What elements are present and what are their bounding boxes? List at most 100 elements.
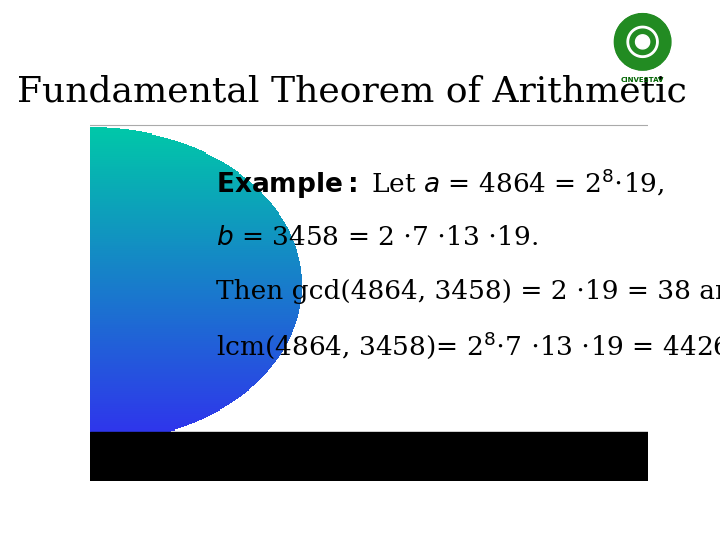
Polygon shape xyxy=(90,180,248,181)
Polygon shape xyxy=(90,416,208,417)
Polygon shape xyxy=(90,403,230,404)
Polygon shape xyxy=(90,256,299,258)
Polygon shape xyxy=(90,239,293,240)
Polygon shape xyxy=(90,336,291,337)
Polygon shape xyxy=(90,141,178,142)
Polygon shape xyxy=(90,230,289,231)
Polygon shape xyxy=(90,184,253,185)
Polygon shape xyxy=(90,223,285,224)
Polygon shape xyxy=(90,260,300,261)
Polygon shape xyxy=(90,406,225,407)
Polygon shape xyxy=(90,368,270,369)
Polygon shape xyxy=(90,373,266,374)
Polygon shape xyxy=(90,142,181,143)
Polygon shape xyxy=(90,287,302,288)
Polygon shape xyxy=(90,238,292,239)
Polygon shape xyxy=(90,140,175,141)
Polygon shape xyxy=(90,332,292,333)
Polygon shape xyxy=(90,358,278,359)
Polygon shape xyxy=(90,320,297,321)
Polygon shape xyxy=(90,393,245,394)
Polygon shape xyxy=(90,172,239,173)
Polygon shape xyxy=(616,24,625,33)
Polygon shape xyxy=(90,325,295,326)
Polygon shape xyxy=(625,16,634,24)
Polygon shape xyxy=(90,302,301,303)
Polygon shape xyxy=(90,186,256,187)
Polygon shape xyxy=(90,208,276,210)
Polygon shape xyxy=(90,392,246,393)
Polygon shape xyxy=(90,315,298,316)
Polygon shape xyxy=(90,293,302,294)
Polygon shape xyxy=(90,161,222,162)
Polygon shape xyxy=(90,364,273,365)
Polygon shape xyxy=(90,154,210,156)
Polygon shape xyxy=(90,226,287,227)
Polygon shape xyxy=(90,262,300,263)
Text: CINVESTAV: CINVESTAV xyxy=(621,77,665,83)
Polygon shape xyxy=(90,435,156,436)
Polygon shape xyxy=(90,357,279,358)
Polygon shape xyxy=(90,384,255,385)
Polygon shape xyxy=(90,237,292,238)
Polygon shape xyxy=(90,288,302,289)
Polygon shape xyxy=(90,166,230,167)
Polygon shape xyxy=(90,319,297,320)
Polygon shape xyxy=(90,300,301,301)
Polygon shape xyxy=(90,414,212,415)
Polygon shape xyxy=(90,353,282,354)
Polygon shape xyxy=(90,379,260,380)
Polygon shape xyxy=(90,167,232,168)
Polygon shape xyxy=(90,159,218,160)
Polygon shape xyxy=(90,301,301,302)
Polygon shape xyxy=(90,366,271,367)
Polygon shape xyxy=(90,156,212,157)
Polygon shape xyxy=(90,221,284,222)
Polygon shape xyxy=(90,440,129,441)
Polygon shape xyxy=(90,420,199,421)
Polygon shape xyxy=(90,367,271,368)
Polygon shape xyxy=(90,338,289,339)
Polygon shape xyxy=(90,214,280,215)
Polygon shape xyxy=(90,177,245,178)
Polygon shape xyxy=(90,171,238,172)
Polygon shape xyxy=(90,151,204,152)
Polygon shape xyxy=(90,132,147,133)
Polygon shape xyxy=(90,179,248,180)
Polygon shape xyxy=(90,426,184,427)
Polygon shape xyxy=(90,130,135,131)
Polygon shape xyxy=(90,265,300,266)
Polygon shape xyxy=(90,337,290,338)
Polygon shape xyxy=(90,218,282,219)
Polygon shape xyxy=(90,362,275,363)
Polygon shape xyxy=(90,329,293,330)
Polygon shape xyxy=(90,347,284,348)
Polygon shape xyxy=(90,143,184,144)
Polygon shape xyxy=(90,183,252,184)
Polygon shape xyxy=(90,413,215,414)
Polygon shape xyxy=(90,134,156,136)
Polygon shape xyxy=(90,133,152,134)
Polygon shape xyxy=(90,252,297,253)
Polygon shape xyxy=(90,137,164,138)
Polygon shape xyxy=(90,346,285,347)
Polygon shape xyxy=(90,419,202,420)
Polygon shape xyxy=(90,264,300,265)
Polygon shape xyxy=(90,254,298,255)
Polygon shape xyxy=(90,160,220,161)
Polygon shape xyxy=(90,147,194,149)
Polygon shape xyxy=(90,360,276,361)
Polygon shape xyxy=(90,276,302,278)
Polygon shape xyxy=(90,198,267,199)
Polygon shape xyxy=(90,411,216,413)
Polygon shape xyxy=(90,310,300,312)
Polygon shape xyxy=(90,268,301,269)
Polygon shape xyxy=(90,388,250,389)
Polygon shape xyxy=(90,370,268,372)
Polygon shape xyxy=(90,174,242,176)
Polygon shape xyxy=(90,144,186,145)
Text: Aritmética Computacional
Invierno 2005: Aritmética Computacional Invierno 2005 xyxy=(101,436,282,471)
Polygon shape xyxy=(90,128,120,129)
Polygon shape xyxy=(90,213,279,214)
Polygon shape xyxy=(90,394,243,395)
